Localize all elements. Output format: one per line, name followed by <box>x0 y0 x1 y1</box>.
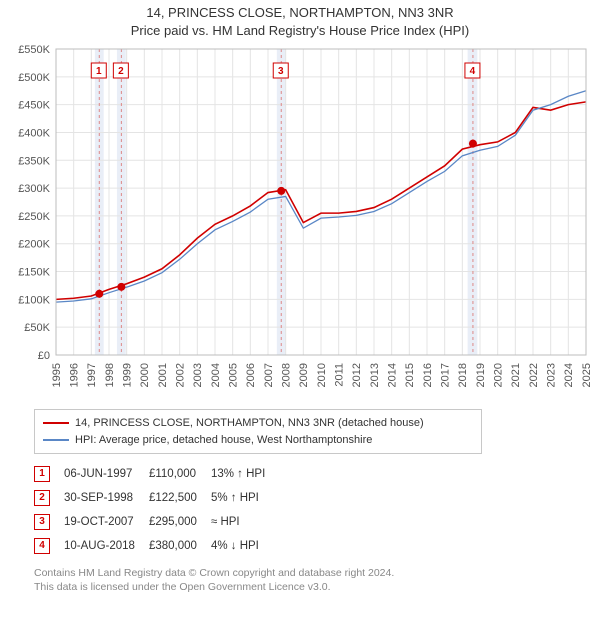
svg-text:1999: 1999 <box>122 363 134 387</box>
title-line1: 14, PRINCESS CLOSE, NORTHAMPTON, NN3 3NR <box>8 4 592 22</box>
delta-cell: 13% ↑ HPI <box>211 462 279 486</box>
chart-title: 14, PRINCESS CLOSE, NORTHAMPTON, NN3 3NR… <box>8 4 592 39</box>
marker-icon: 2 <box>34 490 50 506</box>
svg-text:2020: 2020 <box>493 363 505 387</box>
svg-text:2012: 2012 <box>351 363 363 387</box>
footer-line1: Contains HM Land Registry data © Crown c… <box>34 566 592 580</box>
price-cell: £380,000 <box>149 534 211 558</box>
svg-text:1998: 1998 <box>104 363 116 387</box>
legend-swatch-1 <box>43 422 69 424</box>
svg-text:£350K: £350K <box>18 155 50 167</box>
svg-text:1995: 1995 <box>51 363 63 387</box>
legend-label-1: 14, PRINCESS CLOSE, NORTHAMPTON, NN3 3NR… <box>75 415 424 432</box>
marker-cell: 3 <box>34 510 64 534</box>
price-cell: £122,500 <box>149 486 211 510</box>
svg-text:2019: 2019 <box>475 363 487 387</box>
svg-text:£200K: £200K <box>18 239 50 251</box>
legend-swatch-2 <box>43 439 69 441</box>
date-cell: 19-OCT-2007 <box>64 510 149 534</box>
svg-text:2013: 2013 <box>369 363 381 387</box>
table-row: 3 19-OCT-2007£295,000≈ HPI <box>34 510 279 534</box>
table-row: 2 30-SEP-1998£122,5005% ↑ HPI <box>34 486 279 510</box>
legend-row-1: 14, PRINCESS CLOSE, NORTHAMPTON, NN3 3NR… <box>43 415 473 432</box>
marker-icon: 1 <box>34 466 50 482</box>
svg-text:£250K: £250K <box>18 211 50 223</box>
svg-text:£150K: £150K <box>18 267 50 279</box>
table-row: 1 06-JUN-1997£110,00013% ↑ HPI <box>34 462 279 486</box>
svg-text:2002: 2002 <box>175 363 187 387</box>
date-cell: 06-JUN-1997 <box>64 462 149 486</box>
legend-row-2: HPI: Average price, detached house, West… <box>43 432 473 449</box>
date-cell: 10-AUG-2018 <box>64 534 149 558</box>
title-line2: Price paid vs. HM Land Registry's House … <box>8 22 592 40</box>
svg-text:£400K: £400K <box>18 128 50 140</box>
table-row: 4 10-AUG-2018£380,0004% ↓ HPI <box>34 534 279 558</box>
svg-text:2010: 2010 <box>316 363 328 387</box>
svg-text:2017: 2017 <box>440 363 452 387</box>
chart-svg: £0 £50K £100K £150K £200K £250K £300K £350K £400… <box>8 43 592 403</box>
svg-text:1997: 1997 <box>86 363 98 387</box>
svg-text:1996: 1996 <box>69 363 81 387</box>
svg-text:2018: 2018 <box>457 363 469 387</box>
svg-text:2006: 2006 <box>245 363 257 387</box>
svg-text:£0: £0 <box>38 350 50 362</box>
marker-cell: 4 <box>34 534 64 558</box>
svg-text:2025: 2025 <box>581 363 592 387</box>
svg-text:£300K: £300K <box>18 183 50 195</box>
svg-text:2022: 2022 <box>528 363 540 387</box>
delta-cell: 4% ↓ HPI <box>211 534 279 558</box>
svg-text:2: 2 <box>118 66 124 77</box>
svg-text:2004: 2004 <box>210 363 222 387</box>
delta-cell: ≈ HPI <box>211 510 279 534</box>
svg-text:2024: 2024 <box>563 363 575 387</box>
svg-text:2001: 2001 <box>157 363 169 387</box>
svg-text:£500K: £500K <box>18 72 50 84</box>
price-cell: £295,000 <box>149 510 211 534</box>
svg-text:1: 1 <box>96 66 102 77</box>
svg-text:2005: 2005 <box>228 363 240 387</box>
svg-text:2021: 2021 <box>510 363 522 387</box>
svg-text:£450K: £450K <box>18 100 50 112</box>
svg-text:2007: 2007 <box>263 363 275 387</box>
marker-cell: 1 <box>34 462 64 486</box>
legend-label-2: HPI: Average price, detached house, West… <box>75 432 372 449</box>
svg-text:2011: 2011 <box>334 363 346 387</box>
footer-line2: This data is licensed under the Open Gov… <box>34 580 592 594</box>
svg-text:2016: 2016 <box>422 363 434 387</box>
marker-cell: 2 <box>34 486 64 510</box>
svg-text:2000: 2000 <box>139 363 151 387</box>
transaction-table: 1 06-JUN-1997£110,00013% ↑ HPI 2 30-SEP-199… <box>34 462 279 558</box>
legend: 14, PRINCESS CLOSE, NORTHAMPTON, NN3 3NR… <box>34 409 482 454</box>
delta-cell: 5% ↑ HPI <box>211 486 279 510</box>
svg-text:2023: 2023 <box>546 363 558 387</box>
svg-text:2015: 2015 <box>404 363 416 387</box>
date-cell: 30-SEP-1998 <box>64 486 149 510</box>
svg-text:3: 3 <box>278 66 284 77</box>
svg-text:4: 4 <box>470 66 476 77</box>
price-cell: £110,000 <box>149 462 211 486</box>
svg-text:2009: 2009 <box>298 363 310 387</box>
svg-text:2003: 2003 <box>192 363 204 387</box>
marker-icon: 4 <box>34 538 50 554</box>
svg-text:2008: 2008 <box>281 363 293 387</box>
attribution: Contains HM Land Registry data © Crown c… <box>34 566 592 594</box>
svg-text:2014: 2014 <box>387 363 399 387</box>
svg-text:£50K: £50K <box>24 322 50 334</box>
chart: £0 £50K £100K £150K £200K £250K £300K £350K £400… <box>8 43 592 403</box>
svg-text:£550K: £550K <box>18 44 50 56</box>
marker-icon: 3 <box>34 514 50 530</box>
svg-text:£100K: £100K <box>18 294 50 306</box>
